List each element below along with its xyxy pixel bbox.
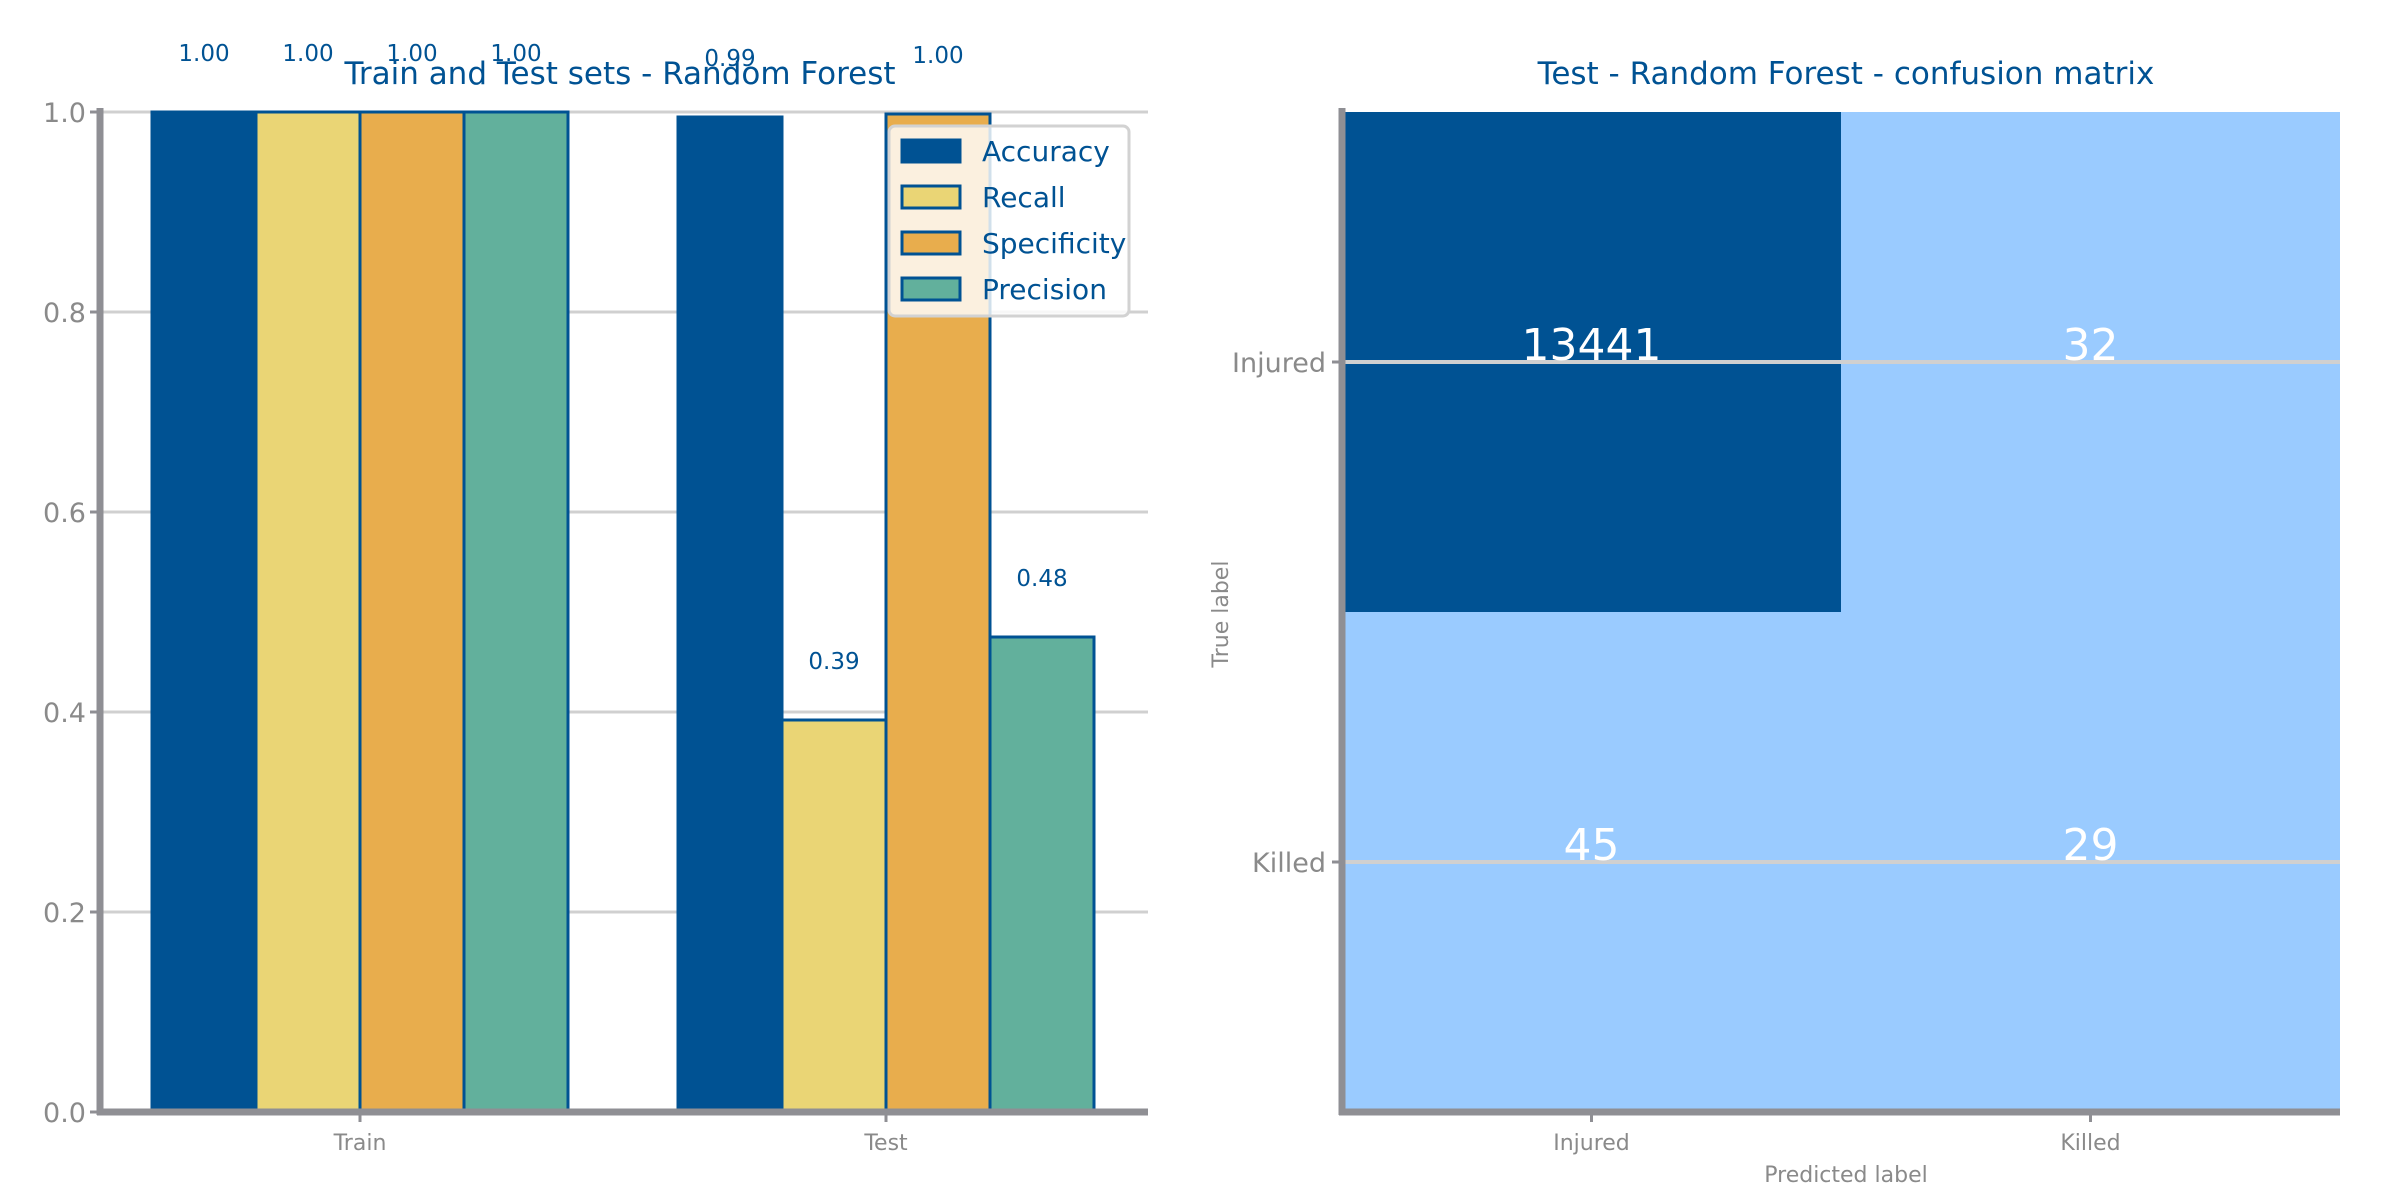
- cm-x-tick-label: Killed: [2060, 1131, 2120, 1156]
- cm-cell-value: 13441: [1522, 320, 1662, 371]
- confusion-matrix-values: 13441 32 45 29: [1522, 320, 2119, 871]
- confusion-matrix-xlabel: Predicted label: [1764, 1163, 1927, 1188]
- bar-chart-value-labels: 1.00 0.99 1.00 0.39 1.00 1.00 1.00 0.48: [178, 41, 1067, 675]
- cm-cell-value: 45: [1564, 820, 1620, 871]
- bar-chart-y-tick-label: 0.8: [43, 298, 86, 329]
- bar-precision-test: [988, 635, 1096, 1114]
- bar-value-label: 1.00: [912, 43, 963, 69]
- bar-accuracy-test: [676, 115, 784, 1114]
- bar-value-label: 1.00: [178, 41, 229, 67]
- bar-chart-axes: [96, 108, 1148, 1116]
- bar-chart-y-ticks: 0.0 0.2 0.4 0.6 0.8 1.0: [43, 98, 100, 1129]
- bar-value-label: 0.39: [808, 649, 859, 675]
- bar-chart-panel: 0.00.20.40.60.81.0 Train Test 1.00 0.991.0…: [43, 41, 1148, 1156]
- bar-chart-legend: Accuracy Recall Specificity Precision: [887, 124, 1131, 318]
- bar-chart-y-tick-label: 0.6: [43, 498, 86, 529]
- bar-chart-title: Train and Test sets - Random Forest: [343, 56, 895, 92]
- cm-cell-value: 29: [2063, 820, 2119, 871]
- bar-specificity-train: [358, 110, 466, 1114]
- bar-chart-y-tick-label: 1.0: [43, 98, 86, 129]
- bar-chart-x-ticks: Train Test: [333, 1112, 908, 1156]
- legend-label-precision: Precision: [982, 273, 1107, 306]
- bar-value-label: 1.00: [490, 41, 541, 67]
- bar-value-label: 0.99: [704, 46, 755, 72]
- cm-y-tick-label: Killed: [1252, 848, 1326, 879]
- confusion-matrix-title: Test - Random Forest - confusion matrix: [1537, 56, 2155, 92]
- bar-chart-y-tick-label: 0.2: [43, 898, 86, 929]
- bar-value-label: 1.00: [282, 41, 333, 67]
- confusion-matrix-ticks: Injured Killed Injured Killed: [1232, 348, 2121, 1156]
- confusion-matrix-ylabel: True label: [1209, 561, 1234, 669]
- legend-label-recall: Recall: [982, 181, 1066, 214]
- bar-value-label: 0.48: [1016, 566, 1067, 592]
- legend-label-accuracy: Accuracy: [982, 135, 1110, 168]
- confusion-matrix-axes: [1338, 108, 2340, 1116]
- legend-swatch-precision: [900, 276, 962, 302]
- confusion-matrix-gridlines: [1342, 360, 2340, 864]
- cm-y-tick-label: Injured: [1232, 348, 1326, 379]
- bar-chart-y-tick-label: 0.4: [43, 698, 86, 729]
- bar-precision-train: [462, 110, 570, 1114]
- confusion-matrix-panel: 13441 32 45 29 Injured Killed Injured Killed T…: [1209, 56, 2340, 1188]
- bar-chart-legend-box: [887, 124, 1131, 318]
- cm-x-tick-label: Injured: [1553, 1131, 1630, 1156]
- bar-value-label: 1.00: [386, 41, 437, 67]
- confusion-matrix-cells: [1342, 112, 2340, 1112]
- bar-recall-test: [780, 718, 888, 1114]
- bar-chart-x-tick-label: Train: [333, 1131, 387, 1156]
- bar-recall-train: [254, 110, 362, 1114]
- legend-swatch-specificity: [900, 230, 962, 256]
- bar-chart-y-tick-label: 0.0: [43, 1098, 86, 1129]
- bar-accuracy-train: [150, 110, 258, 1114]
- legend-swatch-recall: [900, 184, 962, 210]
- legend-label-specificity: Specificity: [982, 227, 1126, 260]
- cm-cell-value: 32: [2063, 320, 2119, 371]
- bar-chart-x-tick-label: Test: [863, 1131, 908, 1156]
- legend-swatch-accuracy: [900, 138, 962, 164]
